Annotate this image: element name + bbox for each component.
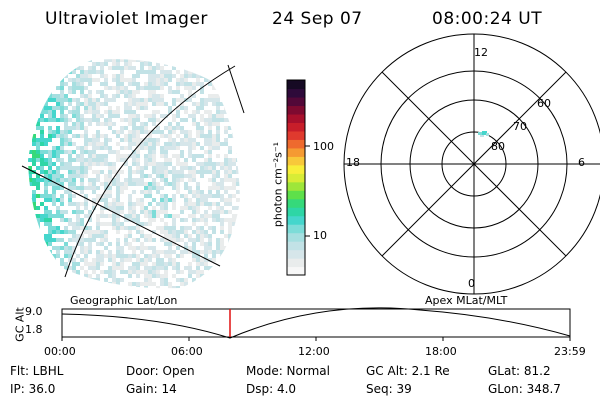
polar-label-6: 6 [578,156,585,169]
timeline-xtick-1: 06:00 [171,345,203,358]
dsp-value: Dsp: 4.0 [246,382,297,396]
polar-label-0: 0 [468,277,475,290]
colorbar-segment [287,80,305,90]
colorbar-segment [287,113,305,123]
colorbar-segment [287,105,305,115]
colorbar-segment [287,224,305,234]
polar-lat-60: 60 [537,97,551,110]
filter-value: Flt: LBHL [10,364,64,378]
colorbar-segment [287,249,305,259]
glat-value: GLat: 81.2 [488,364,551,378]
colorbar-segment [287,258,305,268]
colorbar-segment [287,190,305,200]
observation-time: 08:00:24 UT [432,9,543,29]
gc-alt-value: GC Alt: 2.1 Re [366,364,450,378]
polar-label-18: 18 [346,156,360,169]
mode-value: Mode: Normal [246,364,330,378]
colorbar-segment [287,207,305,217]
colorbar-segment [287,173,305,183]
gain-value: Gain: 14 [126,382,177,396]
colorbar-tick-10: 10 [313,229,327,242]
timeline-ytick-high: 9.0 [25,305,43,318]
timeline-xtick-0: 00:00 [44,345,76,358]
colorbar-tick-100: 100 [313,140,334,153]
timeline-xtick-2: 12:00 [298,345,330,358]
colorbar-segment [287,147,305,157]
polar-lat-70: 70 [513,120,527,133]
colorbar-segment [287,232,305,242]
timeline-ytick-low: 1.8 [25,323,43,336]
geographic-grid-lines [21,64,245,278]
polar-lat-80: 80 [491,140,505,153]
observation-date: 24 Sep 07 [272,9,363,29]
colorbar-segment [287,96,305,107]
colorbar-segment [287,164,305,174]
timeline-xtick-4: 23:59 [554,345,586,358]
ip-value: IP: 36.0 [10,382,56,396]
polar-label-12: 12 [474,46,488,59]
polar-aurora-spot [478,131,489,137]
colorbar-segment [287,215,305,225]
instrument-title: Ultraviolet Imager [45,9,208,29]
colorbar-segment [287,266,305,276]
colorbar-segment [287,156,305,166]
altitude-curve [61,307,571,339]
colorbar-segment [287,198,305,208]
timeline-xtick-3: 18:00 [425,345,457,358]
colorbar-segment [287,88,305,98]
colorbar-segment [287,241,305,251]
timeline-left-label: Geographic Lat/Lon [70,294,178,307]
colorbar-segment [287,122,305,132]
door-value: Door: Open [126,364,195,378]
timeline-right-label: Apex MLat/MLT [425,294,508,307]
colorbar-segment [287,181,305,191]
seq-value: Seq: 39 [366,382,412,396]
colorbar-segment [287,130,305,140]
glon-value: GLon: 348.7 [488,382,561,396]
colorbar-segment [287,139,305,149]
